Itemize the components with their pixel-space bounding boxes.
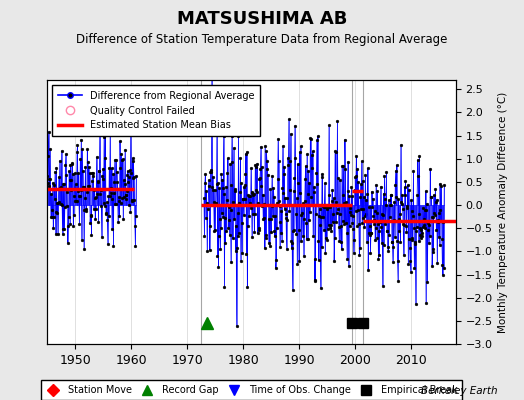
Text: MATSUSHIMA AB: MATSUSHIMA AB: [177, 10, 347, 28]
Legend: Station Move, Record Gap, Time of Obs. Change, Empirical Break: Station Move, Record Gap, Time of Obs. C…: [41, 380, 462, 400]
Text: Difference of Station Temperature Data from Regional Average: Difference of Station Temperature Data f…: [77, 33, 447, 46]
Y-axis label: Monthly Temperature Anomaly Difference (°C): Monthly Temperature Anomaly Difference (…: [498, 91, 508, 333]
Text: Berkeley Earth: Berkeley Earth: [421, 386, 498, 396]
